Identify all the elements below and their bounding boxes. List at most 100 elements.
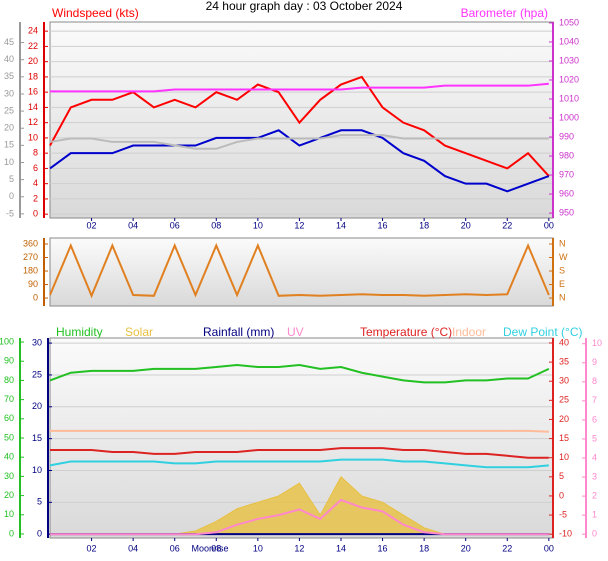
y-tick-label: 8 xyxy=(592,376,597,386)
y-tick-label: 0 xyxy=(37,529,42,539)
y-tick-label: 25 xyxy=(4,105,14,115)
x-tick-label: 16 xyxy=(378,220,388,230)
x-tick-label: 20 xyxy=(461,220,471,230)
y-tick-label: 40 xyxy=(4,452,14,462)
y-tick-label: 1030 xyxy=(559,55,579,65)
y-tick-label: 90 xyxy=(28,279,38,289)
y-tick-label: 40 xyxy=(4,54,14,64)
y-tick-label: W xyxy=(559,252,568,262)
y-tick-label: 30 xyxy=(4,88,14,98)
x-tick-label: 04 xyxy=(128,543,138,553)
y-tick-label: 22 xyxy=(28,41,38,51)
y-tick-label: 14 xyxy=(28,102,38,112)
y-tick-label: 90 xyxy=(4,356,14,366)
x-tick-label: 00 xyxy=(544,543,554,553)
x-tick-label: 18 xyxy=(419,543,429,553)
y-tick-label: 6 xyxy=(592,414,597,424)
x-tick-label: 22 xyxy=(502,220,512,230)
series-line xyxy=(50,498,549,536)
y-tick-label: 0 xyxy=(9,191,14,201)
annotation: Moonrise xyxy=(191,543,228,553)
y-tick-label: 1000 xyxy=(559,112,579,122)
x-tick-label: 16 xyxy=(378,543,388,553)
y-tick-label: 15 xyxy=(559,433,569,443)
legend-label: Dew Point (°C) xyxy=(503,325,582,339)
y-tick-label: -10 xyxy=(559,529,572,539)
series-line xyxy=(49,134,549,150)
y-tick-label: 1050 xyxy=(559,17,579,27)
x-tick-label: 08 xyxy=(211,220,221,230)
y-tick-label: E xyxy=(559,279,565,289)
y-tick-label: 2 xyxy=(592,490,597,500)
y-tick-label: 30 xyxy=(559,376,569,386)
y-tick-label: 970 xyxy=(559,169,574,179)
x-tick-label: 20 xyxy=(461,543,471,553)
y-tick-label: N xyxy=(559,292,566,302)
y-tick-label: 9 xyxy=(592,357,597,367)
y-tick-label: 35 xyxy=(559,356,569,366)
y-tick-label: 70 xyxy=(4,394,14,404)
y-tick-label: 360 xyxy=(23,238,38,248)
y-tick-label: 3 xyxy=(592,471,597,481)
series-line xyxy=(49,129,550,193)
series-line xyxy=(50,447,549,459)
y-tick-label: 180 xyxy=(23,265,38,275)
y-tick-label: 10 xyxy=(28,132,38,142)
x-tick-label: 10 xyxy=(253,543,263,553)
y-tick-label: 80 xyxy=(4,375,14,385)
y-tick-label: 2 xyxy=(33,193,38,203)
y-tick-label: 10 xyxy=(4,509,14,519)
x-tick-label: 06 xyxy=(170,543,180,553)
y-tick-label: 980 xyxy=(559,150,574,160)
y-tick-label: 25 xyxy=(559,395,569,405)
y-tick-label: 5 xyxy=(592,433,597,443)
y-tick-label: 1040 xyxy=(559,36,579,46)
legend-label: Humidity xyxy=(56,325,103,339)
y-tick-label: 0 xyxy=(33,292,38,302)
x-tick-label: 12 xyxy=(294,220,304,230)
y-tick-label: 0 xyxy=(559,490,564,500)
y-tick-label: 20 xyxy=(4,490,14,500)
chart-title: 24 hour graph day : 03 October 2024 xyxy=(206,0,403,13)
y-tick-label: 10 xyxy=(559,452,569,462)
x-tick-label: 18 xyxy=(419,220,429,230)
y-tick-label: S xyxy=(559,265,565,275)
y-tick-label: 40 xyxy=(559,337,569,347)
y-tick-label: 15 xyxy=(4,140,14,150)
y-tick-label: 1020 xyxy=(559,74,579,84)
y-tick-label: 8 xyxy=(33,148,38,158)
y-tick-label: 12 xyxy=(28,117,38,127)
series-line xyxy=(49,458,549,469)
legend-label: Indoor xyxy=(452,325,486,339)
y-tick-label: 20 xyxy=(4,123,14,133)
y-tick-label: 24 xyxy=(28,26,38,36)
y-tick-label: 0 xyxy=(592,529,597,539)
y-tick-label: 0 xyxy=(33,209,38,219)
y-tick-label: -5 xyxy=(6,208,14,218)
y-tick-label: 16 xyxy=(28,87,38,97)
y-tick-label: 6 xyxy=(33,163,38,173)
y-tick-label: 1010 xyxy=(559,93,579,103)
y-tick-label: 10 xyxy=(32,465,42,475)
y-tick-label: N xyxy=(559,238,566,248)
y-tick-label: 4 xyxy=(592,452,597,462)
y-tick-label: 20 xyxy=(559,414,569,424)
y-tick-label: 4 xyxy=(33,178,38,188)
y-tick-label: 35 xyxy=(4,71,14,81)
x-tick-label: 12 xyxy=(294,543,304,553)
y-tick-label: 18 xyxy=(28,71,38,81)
y-tick-label: 0 xyxy=(9,528,14,538)
y-tick-label: -5 xyxy=(559,509,567,519)
y-tick-label: 60 xyxy=(4,413,14,423)
y-tick-label: 100 xyxy=(0,336,14,346)
y-tick-label: 1 xyxy=(592,510,597,520)
y-tick-label: 7 xyxy=(592,395,597,405)
x-tick-label: 08 xyxy=(211,543,221,553)
y-tick-label: 50 xyxy=(4,432,14,442)
y-tick-label: 15 xyxy=(32,433,42,443)
x-tick-label: 10 xyxy=(253,220,263,230)
y-tick-label: 5 xyxy=(9,174,14,184)
x-tick-label: 06 xyxy=(170,220,180,230)
y-tick-label: 950 xyxy=(559,207,574,217)
